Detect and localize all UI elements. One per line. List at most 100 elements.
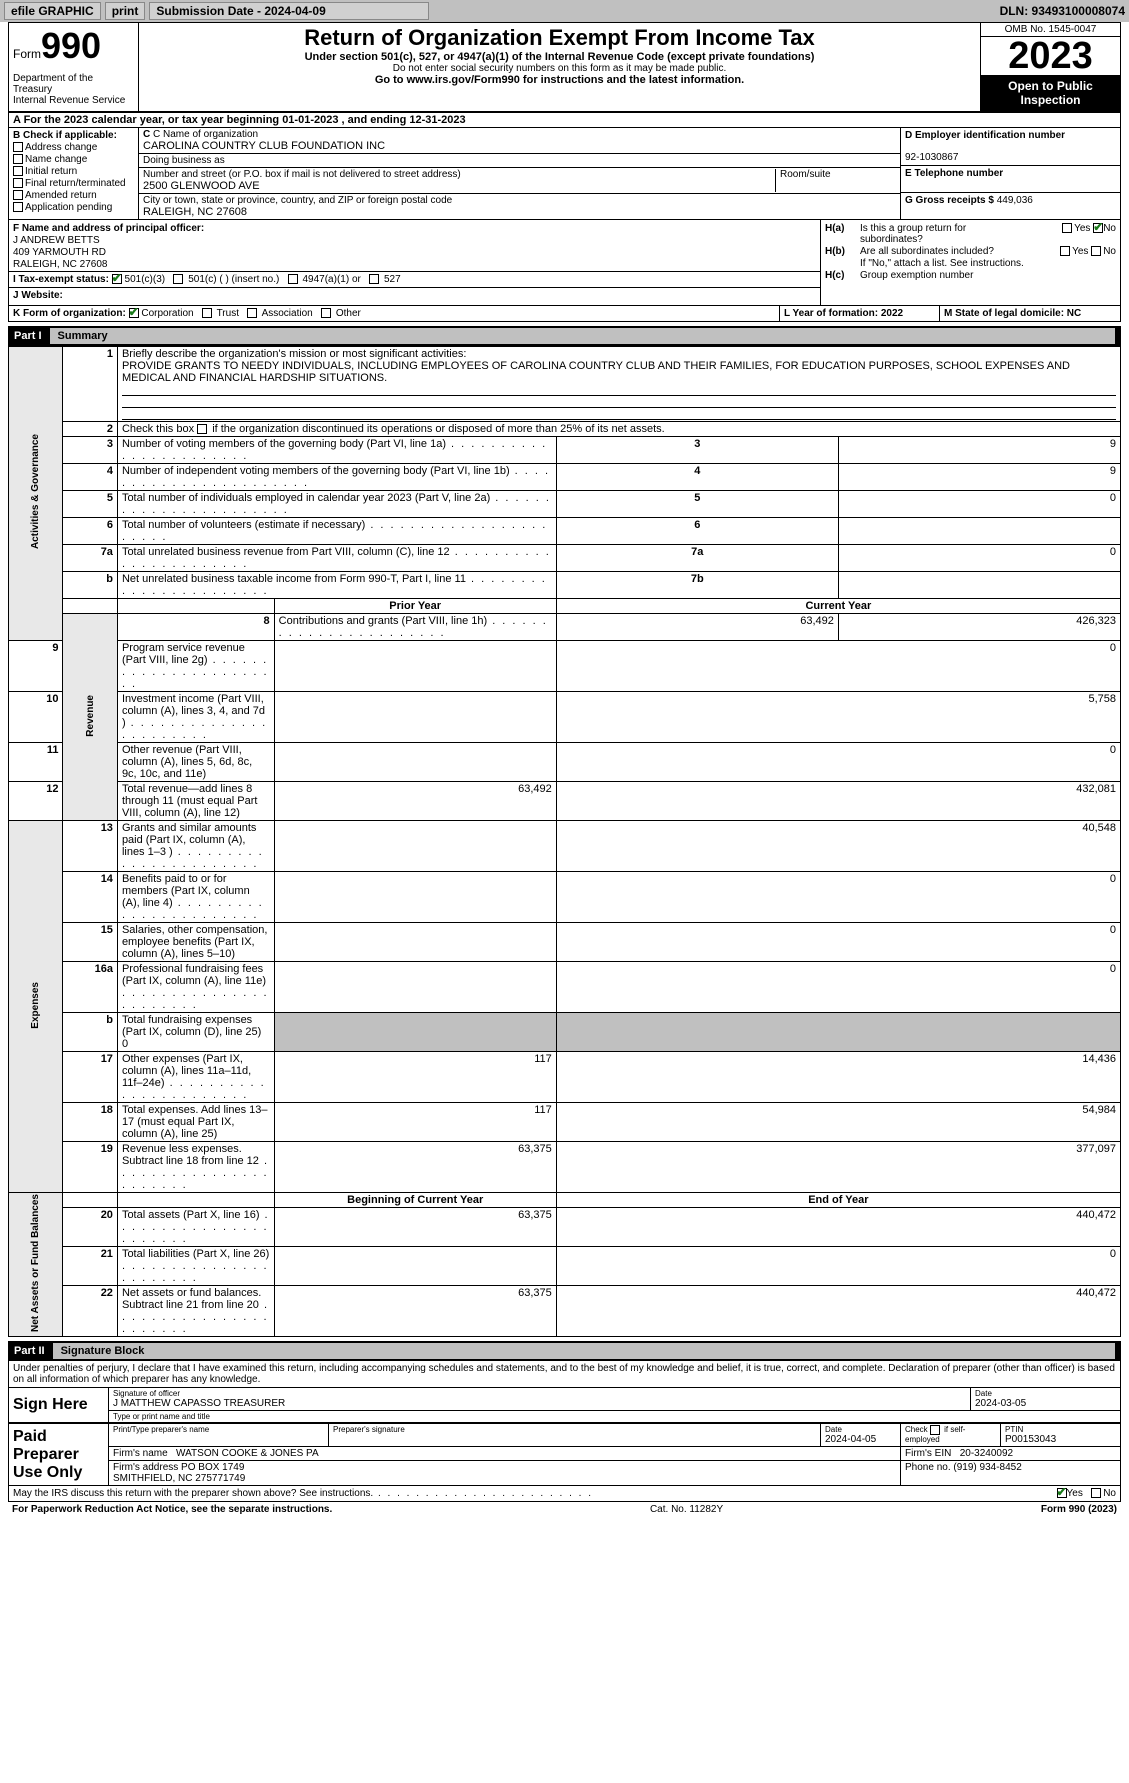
- efile-button[interactable]: efile GRAPHIC: [4, 2, 101, 20]
- officer-addr2: RALEIGH, NC 27608: [13, 259, 816, 270]
- year-formation: L Year of formation: 2022: [780, 306, 940, 321]
- line1-mission: PROVIDE GRANTS TO NEEDY INDIVIDUALS, INC…: [122, 360, 1070, 384]
- firm-name: WATSON COOKE & JONES PA: [176, 1448, 319, 1459]
- sign-here-label: Sign Here: [9, 1388, 109, 1423]
- ha-yes[interactable]: [1062, 223, 1072, 233]
- ein-label: D Employer identification number: [905, 130, 1065, 141]
- chk-final-return[interactable]: Final return/terminated: [13, 178, 134, 189]
- firm-ein: 20-3240092: [960, 1448, 1013, 1459]
- city-label: City or town, state or province, country…: [143, 195, 896, 206]
- form-title: Return of Organization Exempt From Incom…: [145, 25, 974, 51]
- line1-label: Briefly describe the organization's miss…: [122, 348, 466, 360]
- discuss-no[interactable]: [1091, 1488, 1101, 1498]
- section-b-c-d-e-g: B Check if applicable: Address change Na…: [8, 128, 1121, 220]
- footer-cat: Cat. No. 11282Y: [650, 1504, 723, 1515]
- form-subtitle: Under section 501(c), 527, or 4947(a)(1)…: [145, 51, 974, 63]
- chk-other[interactable]: [321, 308, 331, 318]
- hc-text: Group exemption number: [860, 270, 1116, 281]
- rev-row: 9Program service revenue (Part VIII, lin…: [9, 641, 1121, 692]
- ha-no[interactable]: [1093, 223, 1103, 233]
- net-row: 20Total assets (Part X, line 16)63,37544…: [9, 1208, 1121, 1247]
- ein-value: 92-1030867: [905, 152, 958, 163]
- form-header: Form990 Department of the Treasury Inter…: [8, 22, 1121, 113]
- exp-row: 19Revenue less expenses. Subtract line 1…: [9, 1142, 1121, 1193]
- rev-row: 12Total revenue—add lines 8 through 11 (…: [9, 782, 1121, 821]
- side-net-assets: Net Assets or Fund Balances: [30, 1194, 41, 1332]
- side-revenue: Revenue: [85, 695, 96, 737]
- gov-row: 6Total number of volunteers (estimate if…: [9, 518, 1121, 545]
- net-row: 21Total liabilities (Part X, line 26)0: [9, 1247, 1121, 1286]
- current-year-hdr: Current Year: [556, 599, 1120, 614]
- page-footer: For Paperwork Reduction Act Notice, see …: [8, 1502, 1121, 1517]
- sig-declaration: Under penalties of perjury, I declare th…: [8, 1361, 1121, 1387]
- line2: Check this box if the organization disco…: [117, 422, 1120, 437]
- public-inspection: Open to Public Inspection: [981, 75, 1120, 111]
- sign-here-table: Sign Here Signature of officerJ MATTHEW …: [8, 1387, 1121, 1423]
- officer-sig-name: J MATTHEW CAPASSO TREASURER: [113, 1398, 285, 1409]
- hb-no[interactable]: [1091, 246, 1101, 256]
- tax-exempt-label: I Tax-exempt status:: [13, 274, 109, 285]
- side-governance: Activities & Governance: [30, 434, 41, 549]
- goto-link[interactable]: Go to www.irs.gov/Form990 for instructio…: [145, 74, 974, 86]
- chk-self-employed[interactable]: [930, 1425, 940, 1435]
- gross-receipts-value: 449,036: [997, 195, 1033, 206]
- chk-trust[interactable]: [202, 308, 212, 318]
- tax-year: 2023: [981, 37, 1120, 75]
- street-label: Number and street (or P.O. box if mail i…: [143, 169, 775, 180]
- exp-row: 17Other expenses (Part IX, column (A), l…: [9, 1052, 1121, 1103]
- exp-row: 15Salaries, other compensation, employee…: [9, 923, 1121, 962]
- room-label: Room/suite: [780, 169, 896, 180]
- org-name-label: C C Name of organization: [143, 129, 896, 140]
- phone-label: E Telephone number: [905, 168, 1003, 179]
- side-expenses: Expenses: [30, 982, 41, 1029]
- dln-label: DLN: 93493100008074: [1000, 4, 1125, 18]
- exp-row: 14Benefits paid to or for members (Part …: [9, 872, 1121, 923]
- state-domicile: M State of legal domicile: NC: [940, 306, 1120, 321]
- ssn-warning: Do not enter social security numbers on …: [145, 63, 974, 74]
- chk-501c[interactable]: [173, 274, 183, 284]
- box-b-title: B Check if applicable:: [13, 130, 117, 141]
- chk-amended[interactable]: Amended return: [13, 190, 134, 201]
- rev-row: 11Other revenue (Part VIII, column (A), …: [9, 743, 1121, 782]
- chk-4947[interactable]: [288, 274, 298, 284]
- gov-row: 5Total number of individuals employed in…: [9, 491, 1121, 518]
- gross-receipts-label: G Gross receipts $: [905, 195, 994, 206]
- firm-phone: (919) 934-8452: [953, 1462, 1021, 1473]
- chk-address-change[interactable]: Address change: [13, 142, 134, 153]
- chk-app-pending[interactable]: Application pending: [13, 202, 134, 213]
- section-f-h-i-j: F Name and address of principal officer:…: [8, 220, 1121, 306]
- chk-discontinued[interactable]: [197, 424, 207, 434]
- gov-row: bNet unrelated business taxable income f…: [9, 572, 1121, 599]
- top-toolbar: efile GRAPHIC print Submission Date - 20…: [0, 0, 1129, 22]
- dba-label: Doing business as: [143, 155, 896, 166]
- chk-assoc[interactable]: [247, 308, 257, 318]
- hb-yes[interactable]: [1060, 246, 1070, 256]
- discuss-yes[interactable]: [1057, 1488, 1067, 1498]
- city-value: RALEIGH, NC 27608: [143, 206, 247, 218]
- print-button[interactable]: print: [105, 2, 146, 20]
- exp-row: 16aProfessional fundraising fees (Part I…: [9, 962, 1121, 1013]
- exp-row: bTotal fundraising expenses (Part IX, co…: [9, 1013, 1121, 1052]
- chk-corp[interactable]: [129, 308, 139, 318]
- rev-row: 10Investment income (Part VIII, column (…: [9, 692, 1121, 743]
- net-row: 22Net assets or fund balances. Subtract …: [9, 1286, 1121, 1337]
- prep-date: 2024-04-05: [825, 1434, 876, 1445]
- chk-initial-return[interactable]: Initial return: [13, 166, 134, 177]
- prior-year-hdr: Prior Year: [274, 599, 556, 614]
- exp-row: 18Total expenses. Add lines 13–17 (must …: [9, 1103, 1121, 1142]
- section-k-l-m: K Form of organization: Corporation Trus…: [8, 306, 1121, 322]
- gov-row: 7aTotal unrelated business revenue from …: [9, 545, 1121, 572]
- chk-527[interactable]: [369, 274, 379, 284]
- street-value: 2500 GLENWOOD AVE: [143, 180, 260, 192]
- officer-title-label: Type or print name and title: [113, 1412, 1116, 1421]
- ptin-value: P00153043: [1005, 1434, 1056, 1445]
- chk-501c3[interactable]: [112, 274, 122, 284]
- officer-addr1: 409 YARMOUTH RD: [13, 247, 816, 258]
- row-a-tax-year: A For the 2023 calendar year, or tax yea…: [8, 113, 1121, 128]
- part1-header: Part ISummary: [8, 326, 1121, 346]
- discuss-row: May the IRS discuss this return with the…: [8, 1486, 1121, 1502]
- paid-prep-label: Paid Preparer Use Only: [9, 1424, 109, 1486]
- chk-name-change[interactable]: Name change: [13, 154, 134, 165]
- summary-table: Activities & Governance 1 Briefly descri…: [8, 346, 1121, 1337]
- dept-label: Department of the Treasury Internal Reve…: [13, 73, 134, 106]
